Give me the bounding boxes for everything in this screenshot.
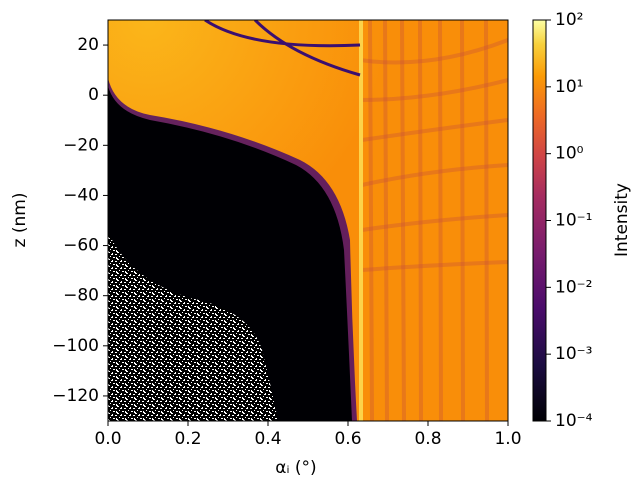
x-tick-label: 0.8 [414,429,441,449]
colorbar-tick-label: 10⁻¹ [555,211,592,231]
y-tick-label: −120 [52,386,99,406]
y-tick-label: 0 [88,85,99,105]
colorbar-label: Intensity [612,183,632,257]
x-tick-label: 0.2 [174,429,201,449]
x-axis-label: αᵢ (°) [275,458,316,478]
plot-frame [107,19,509,422]
x-tick-label: 0.6 [334,429,361,449]
x-tick-label: 0.4 [254,429,281,449]
heatmap [108,20,508,421]
y-tick-label: −100 [52,336,99,356]
colorbar-tick-label: 10⁰ [555,144,584,164]
colorbar-tick-label: 10² [555,10,583,30]
colorbar-tick-label: 10¹ [555,77,583,97]
y-axis-label: z (nm) [10,193,30,248]
y-tick-label: −20 [63,135,99,155]
y-tick-label: 20 [77,35,99,55]
colorbar-tick-label: 10⁻⁴ [555,411,593,431]
colorbar [532,19,547,422]
colorbar-tick-label: 10⁻³ [555,344,592,364]
y-tick-label: −40 [63,185,99,205]
x-tick-label: 1.0 [494,429,521,449]
colorbar-tick-label: 10⁻² [555,277,592,297]
y-tick-label: −60 [63,236,99,256]
x-tick-label: 0.0 [94,429,121,449]
y-tick-label: −80 [63,286,99,306]
